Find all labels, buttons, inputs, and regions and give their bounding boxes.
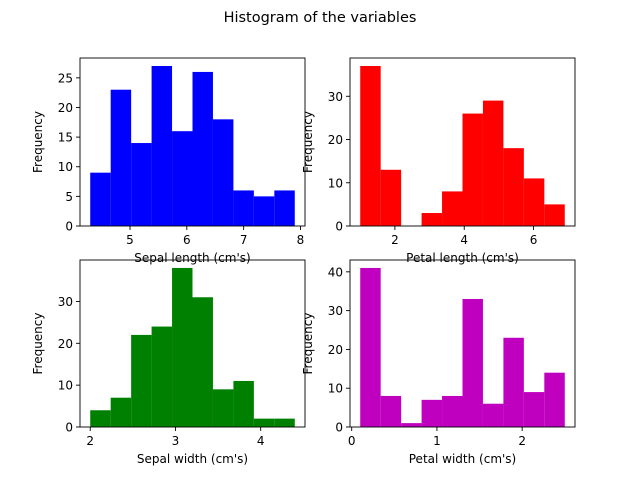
sepal-width-bar [172, 267, 193, 427]
petal-length-y-tick-label: 20 [328, 133, 343, 147]
sepal-width-bar [110, 397, 132, 427]
sepal-width-bar [212, 389, 234, 427]
sepal-length-x-tick-label: 7 [240, 233, 248, 247]
petal-width-bar [462, 298, 483, 427]
petal-length-y-tick-label: 30 [328, 90, 343, 104]
petal-width-bar [503, 337, 524, 427]
sepal-width-bar [233, 380, 254, 427]
sepal-width-y-axis-label: Frequency [31, 313, 45, 375]
sepal-width-histogram: 2 3 4 0 10 20 30 Sepal width (cm's) Frequency [31, 259, 306, 466]
sepal-length-bar [90, 172, 111, 226]
petal-length-bar [482, 100, 504, 226]
sepal-length-x-axis-label: Sepal length (cm's) [134, 251, 250, 265]
petal-width-y-tick-label: 20 [328, 343, 343, 357]
petal-length-bar [442, 191, 463, 226]
petal-width-x-tick-label: 1 [433, 434, 441, 448]
sepal-width-x-tick-label: 3 [172, 434, 180, 448]
sepal-length-x-tick-label: 6 [183, 233, 191, 247]
petal-length-histogram: 2 4 6 0 10 20 30 Petal length (cm's) Frequency [301, 57, 576, 265]
petal-length-y-tick-label: 10 [328, 176, 343, 190]
figure-title: Histogram of the variables [224, 10, 417, 26]
petal-length-bar [380, 169, 402, 226]
petal-width-bar [442, 395, 463, 427]
sepal-length-bar [131, 143, 152, 226]
petal-length-x-tick-label: 6 [530, 233, 538, 247]
sepal-width-bar [274, 418, 295, 427]
sepal-length-y-tick-label: 20 [58, 101, 73, 115]
petal-length-bar [462, 113, 483, 226]
petal-width-x-axis-label: Petal width (cm's) [409, 452, 517, 466]
petal-width-x-tick-label: 0 [348, 434, 356, 448]
petal-width-bar [544, 372, 565, 427]
sepal-length-bar [253, 196, 275, 226]
petal-length-x-axis-label: Petal length (cm's) [406, 251, 519, 265]
sepal-length-bar [274, 190, 295, 226]
sepal-length-bar [233, 190, 254, 226]
sepal-length-y-tick-label: 25 [58, 71, 73, 85]
sepal-length-bar [110, 89, 132, 226]
petal-length-x-tick-label: 4 [460, 233, 468, 247]
sepal-length-bar [151, 66, 173, 226]
petal-length-y-axis-label: Frequency [301, 111, 315, 173]
petal-width-bar [523, 392, 545, 427]
sepal-length-x-tick-label: 8 [297, 233, 305, 247]
sepal-width-y-tick-label: 20 [58, 337, 73, 351]
sepal-width-bar [192, 297, 213, 427]
petal-width-y-tick-label: 0 [335, 421, 343, 435]
sepal-width-bar [90, 410, 111, 427]
sepal-length-axes-frame [79, 57, 306, 227]
petal-width-y-tick-label: 40 [328, 265, 343, 279]
petal-width-bar [421, 399, 443, 427]
petal-length-y-tick-label: 0 [335, 220, 343, 234]
petal-length-bar [544, 204, 565, 226]
sepal-length-y-tick-label: 15 [58, 131, 73, 145]
sepal-width-bar [253, 418, 275, 427]
sepal-length-y-tick-label: 5 [65, 190, 73, 204]
petal-width-bar [401, 423, 422, 427]
petal-length-axes-frame [349, 57, 576, 227]
sepal-length-bar [212, 119, 234, 226]
petal-length-bar [360, 66, 381, 226]
sepal-length-bar [192, 71, 213, 226]
sepal-length-bar [172, 131, 193, 226]
petal-width-axes-frame [349, 259, 576, 428]
petal-width-bar [482, 403, 504, 427]
petal-width-bar [360, 267, 381, 427]
petal-width-y-tick-label: 30 [328, 304, 343, 318]
sepal-width-y-tick-label: 0 [65, 421, 73, 435]
sepal-width-x-axis-label: Sepal width (cm's) [137, 452, 248, 466]
petal-length-bar [421, 213, 443, 226]
petal-length-bar [523, 178, 545, 226]
petal-width-x-tick-label: 2 [518, 434, 526, 448]
sepal-width-bar [131, 334, 152, 427]
petal-width-y-tick-label: 10 [328, 382, 343, 396]
petal-width-y-axis-label: Frequency [301, 313, 315, 375]
sepal-width-y-tick-label: 30 [58, 295, 73, 309]
sepal-width-bar [151, 326, 173, 427]
sepal-length-y-tick-label: 10 [58, 160, 73, 174]
petal-width-bar [380, 395, 402, 427]
sepal-width-y-tick-label: 10 [58, 379, 73, 393]
sepal-width-x-tick-label: 2 [86, 434, 94, 448]
petal-length-x-tick-label: 2 [391, 233, 399, 247]
sepal-width-x-tick-label: 4 [257, 434, 265, 448]
sepal-length-histogram: 5 6 7 8 0 5 10 15 20 25 Sepal length (cm's) Frequen… [31, 57, 306, 265]
sepal-length-y-tick-label: 0 [65, 220, 73, 234]
sepal-length-y-axis-label: Frequency [31, 111, 45, 173]
sepal-length-x-tick-label: 5 [126, 233, 134, 247]
petal-length-bar [503, 148, 524, 226]
